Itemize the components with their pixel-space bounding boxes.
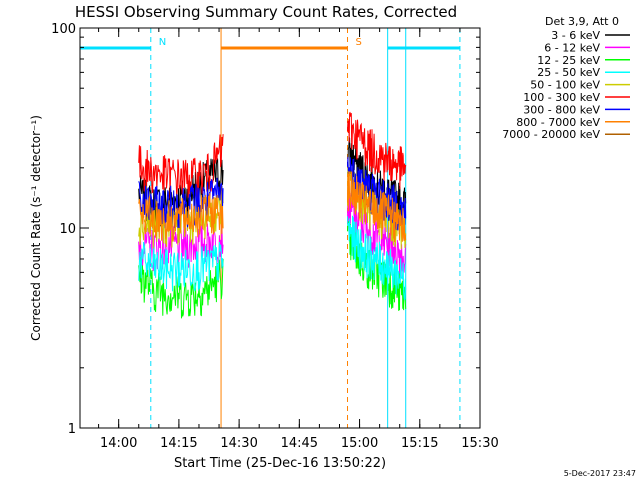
x-tick-label: 14:15 bbox=[160, 436, 197, 451]
y-tick-label: 1 bbox=[68, 422, 76, 437]
legend-entry-label: 7000 - 20000 keV bbox=[502, 128, 600, 141]
footer-date: 5-Dec-2017 23:47 bbox=[564, 469, 636, 478]
x-tick-label: 14:00 bbox=[100, 436, 137, 451]
series-trace bbox=[347, 171, 407, 242]
legend-header: Det 3,9, Att 0 bbox=[545, 15, 619, 28]
x-tick-label: 15:00 bbox=[341, 436, 378, 451]
legend-entry-label: 3 - 6 keV bbox=[551, 29, 600, 42]
x-tick-label: 14:30 bbox=[220, 436, 257, 451]
chart-title: HESSI Observing Summary Count Rates, Cor… bbox=[75, 3, 457, 21]
series-800-7000-kev bbox=[138, 171, 407, 242]
legend-entry-label: 12 - 25 keV bbox=[537, 54, 600, 67]
series-layer bbox=[138, 111, 407, 319]
series-trace bbox=[138, 134, 224, 202]
series-trace bbox=[138, 241, 224, 292]
series-trace bbox=[138, 192, 224, 242]
legend-entry-label: 25 - 50 keV bbox=[537, 66, 600, 79]
legend-entry-label: 300 - 800 keV bbox=[523, 103, 600, 116]
x-axis: 14:00 14:15 14:30 14:45 15:00 15:15 15:30 bbox=[98, 28, 499, 451]
legend-entry-label: 800 - 7000 keV bbox=[516, 116, 600, 129]
x-tick-label: 15:30 bbox=[461, 436, 498, 451]
x-tick-label: 14:45 bbox=[281, 436, 318, 451]
x-axis-label: Start Time (25-Dec-16 13:50:22) bbox=[174, 456, 386, 471]
y-tick-label: 10 bbox=[59, 222, 76, 237]
series-trace bbox=[347, 111, 407, 190]
flag-label: S bbox=[356, 37, 362, 48]
flag-label: N bbox=[159, 37, 166, 48]
legend-entry-label: 100 - 300 keV bbox=[523, 91, 600, 104]
y-axis: 1 10 100 bbox=[51, 22, 480, 437]
series-100-300-kev bbox=[138, 111, 407, 202]
series-25-50-kev bbox=[138, 215, 407, 301]
series-trace bbox=[347, 215, 407, 301]
x-tick-label: 15:15 bbox=[401, 436, 438, 451]
legend-entry-label: 6 - 12 keV bbox=[544, 41, 600, 54]
series-trace bbox=[138, 257, 224, 319]
legend-entry-label: 50 - 100 keV bbox=[530, 79, 600, 92]
y-tick-label: 100 bbox=[51, 22, 76, 37]
y-axis-label: Corrected Count Rate (s⁻¹ detector⁻¹) bbox=[29, 115, 43, 341]
